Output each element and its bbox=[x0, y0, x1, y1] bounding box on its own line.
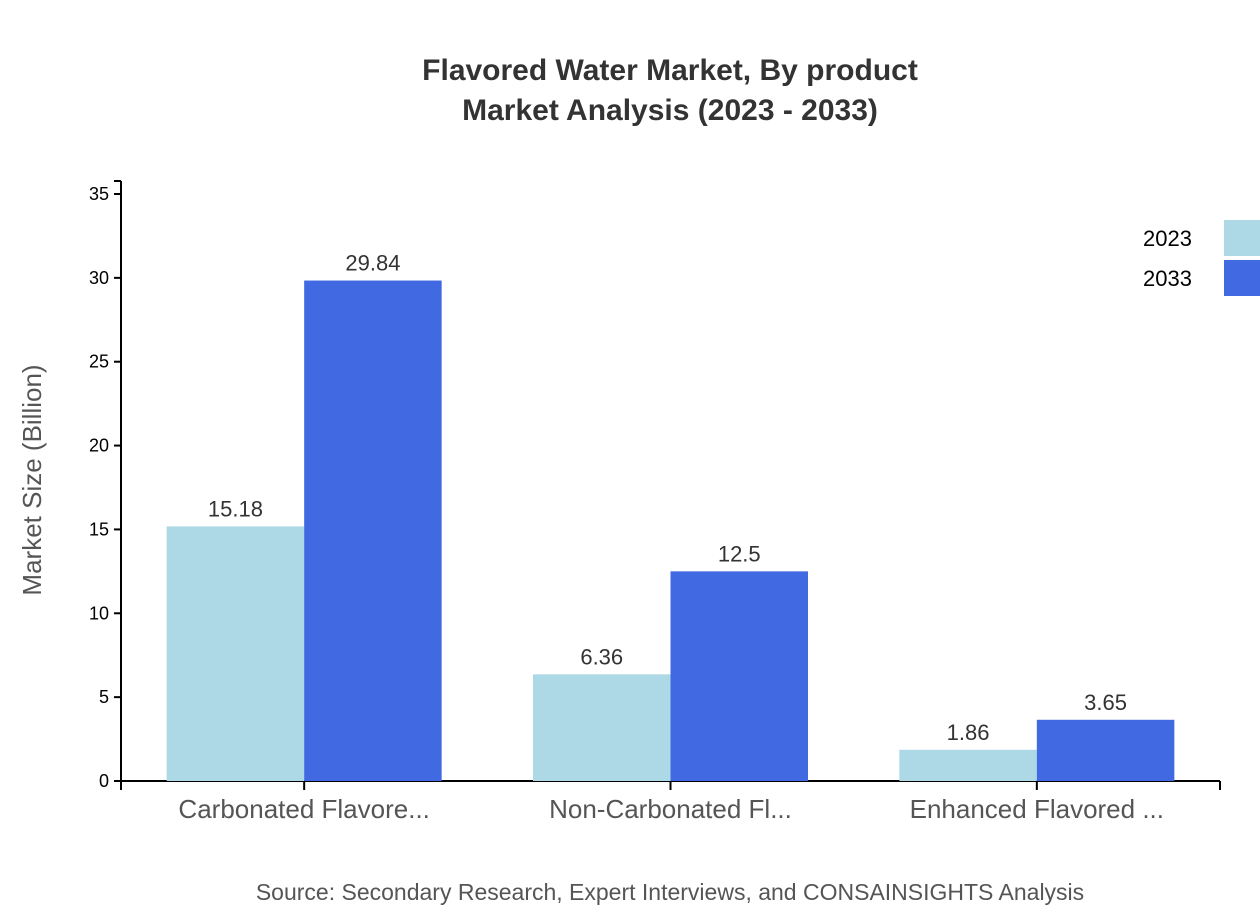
y-tick-label: 0 bbox=[99, 771, 109, 791]
bar-2033 bbox=[304, 280, 442, 781]
y-tick-label: 5 bbox=[99, 687, 109, 707]
x-tick-label: Non-Carbonated Fl... bbox=[549, 794, 792, 824]
y-tick-label: 20 bbox=[89, 436, 109, 456]
chart-subtitle: Market Analysis (2023 - 2033) bbox=[462, 94, 878, 127]
y-tick-label: 35 bbox=[89, 184, 109, 204]
bar-2023 bbox=[899, 749, 1037, 781]
data-label: 1.86 bbox=[947, 720, 990, 745]
x-axis: Carbonated Flavore... Non-Carbonated Fl..… bbox=[120, 780, 1221, 824]
data-label: 12.5 bbox=[718, 541, 761, 566]
bar-2023 bbox=[166, 526, 305, 781]
legend-label: 2023 bbox=[1143, 226, 1192, 251]
data-label: 3.65 bbox=[1084, 690, 1127, 715]
legend: 2023 2033 bbox=[1143, 220, 1260, 296]
y-tick-label: 10 bbox=[89, 603, 109, 623]
bars: 15.18 29.84 6.36 12.5 1.86 3.65 bbox=[166, 251, 1175, 781]
y-axis: 0 5 10 15 20 25 30 35 bbox=[89, 180, 122, 791]
bar-2033 bbox=[670, 571, 808, 781]
x-tick-label: Enhanced Flavored ... bbox=[910, 794, 1164, 824]
y-axis-label: Market Size (Billion) bbox=[17, 364, 47, 595]
data-label: 6.36 bbox=[580, 644, 623, 669]
bar-2023 bbox=[533, 674, 671, 781]
bar-2033 bbox=[1036, 719, 1175, 781]
data-label: 29.84 bbox=[345, 251, 400, 276]
y-tick-label: 15 bbox=[89, 519, 109, 539]
legend-swatch-2023 bbox=[1224, 220, 1260, 256]
y-tick-label: 30 bbox=[89, 268, 109, 288]
y-tick-label: 25 bbox=[89, 352, 109, 372]
x-tick-label: Carbonated Flavore... bbox=[178, 794, 429, 824]
data-label: 15.18 bbox=[208, 496, 263, 521]
legend-swatch-2033 bbox=[1224, 260, 1260, 296]
chart-title: Flavored Water Market, By product bbox=[422, 54, 918, 87]
source-note: Source: Secondary Research, Expert Inter… bbox=[256, 879, 1084, 905]
legend-label: 2033 bbox=[1143, 266, 1192, 291]
